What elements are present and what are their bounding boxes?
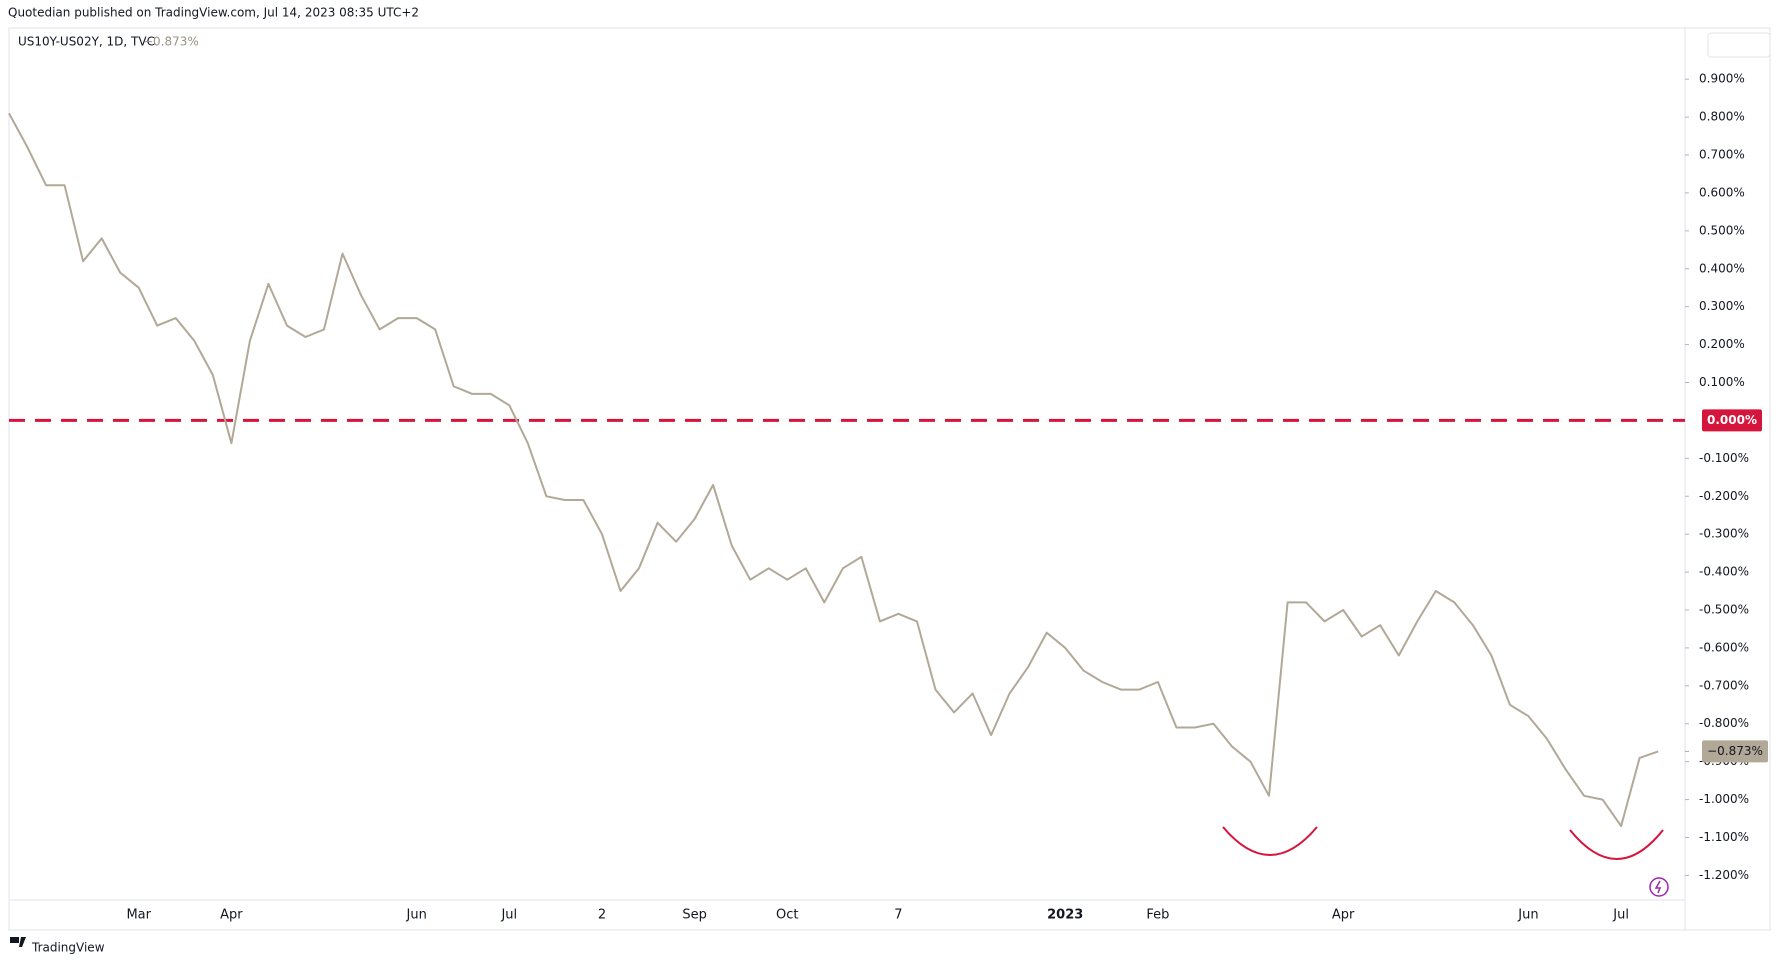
pattern-arc	[1222, 826, 1318, 856]
flash-icon[interactable]	[1649, 877, 1669, 897]
y-tick-label: -1.100%	[1699, 830, 1749, 844]
x-tick-label: Oct	[776, 908, 798, 923]
y-tick-label: 0.100%	[1699, 375, 1745, 389]
x-tick-label: 7	[894, 908, 902, 923]
x-tick-label: Apr	[1332, 908, 1355, 923]
x-tick-label: 2023	[1047, 908, 1083, 923]
x-tick-label: Jul	[500, 908, 517, 923]
axis-button[interactable]	[1707, 32, 1771, 58]
y-tick-label: -0.700%	[1699, 678, 1749, 692]
pattern-arc	[1569, 829, 1664, 860]
y-tick-label: -0.500%	[1699, 602, 1749, 616]
y-tick-label: 0.900%	[1699, 72, 1745, 86]
x-tick-label: Apr	[220, 908, 243, 923]
x-tick-label: Jun	[1517, 908, 1538, 923]
x-tick-label: Jun	[406, 908, 427, 923]
y-tick-label: -0.200%	[1699, 489, 1749, 503]
y-tick-label: 0.500%	[1699, 223, 1745, 237]
x-tick-label: Mar	[126, 908, 151, 923]
y-tick-label: 0.300%	[1699, 299, 1745, 313]
reference-badge	[1702, 409, 1762, 432]
y-tick-label: -0.300%	[1699, 527, 1749, 541]
symbol-title: US10Y-US02Y, 1D, TVC	[18, 35, 155, 49]
last-value-badge	[1702, 740, 1768, 763]
y-tick-label: 0.700%	[1699, 148, 1745, 162]
y-tick-label: 0.400%	[1699, 261, 1745, 275]
y-tick-label: -0.600%	[1699, 640, 1749, 654]
y-tick-label: -1.000%	[1699, 792, 1749, 806]
brand-name: TradingView	[31, 941, 105, 955]
price-line	[8, 112, 1659, 828]
brand-logo	[10, 937, 26, 947]
flash-icon-bolt	[1654, 880, 1662, 894]
y-tick-label: -0.400%	[1699, 565, 1749, 579]
x-tick-label: 2	[598, 908, 606, 923]
y-tick-label: -0.800%	[1699, 716, 1749, 730]
y-tick-label: -0.100%	[1699, 451, 1749, 465]
y-tick-label: 0.800%	[1699, 110, 1745, 124]
header-last-value: −0.873%	[143, 35, 199, 49]
x-tick-label: Jul	[1612, 908, 1629, 923]
last-value-label: −0.873%	[1707, 744, 1763, 758]
publish-header: Quotedian published on TradingView.com, …	[8, 6, 419, 20]
x-tick-label: Feb	[1146, 908, 1169, 923]
reference-label: 0.000%	[1707, 413, 1757, 427]
y-tick-label: 0.200%	[1699, 337, 1745, 351]
chart-frame	[8, 27, 1771, 931]
x-tick-label: Sep	[682, 908, 707, 923]
y-tick-label: 0.600%	[1699, 185, 1745, 199]
y-tick-label: -1.200%	[1699, 868, 1749, 882]
